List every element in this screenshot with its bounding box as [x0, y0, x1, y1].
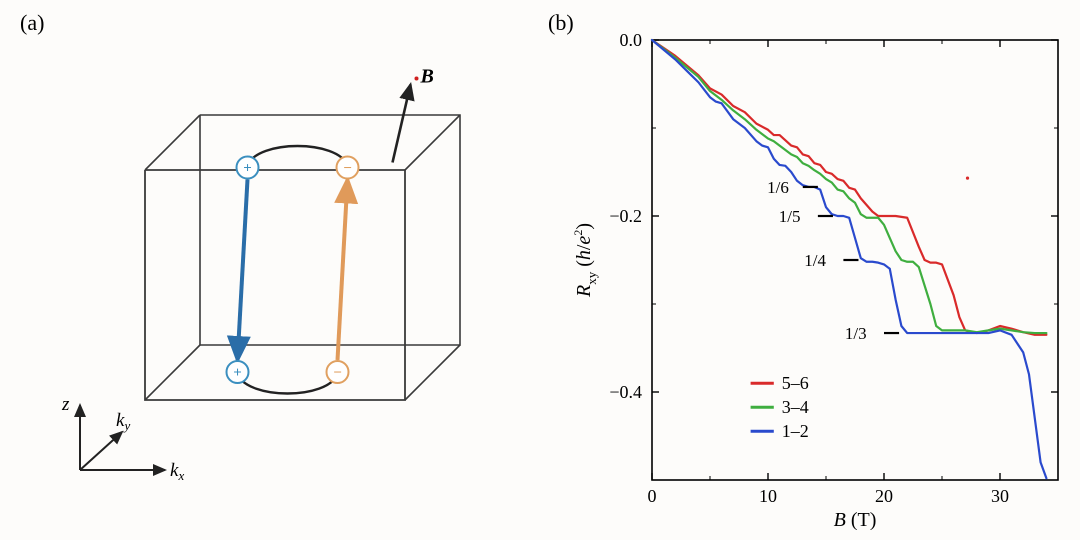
svg-text:30: 30: [991, 486, 1009, 506]
panel-b-chart: 0 10 20 30 0.0 −0.2 −0.4 B (T) Rxy (h/e2) 1/6 1/5 1…: [560, 20, 1070, 530]
svg-text:−0.4: −0.4: [609, 382, 642, 402]
svg-text:−: −: [343, 161, 352, 177]
svg-text:1/5: 1/5: [779, 207, 801, 226]
svg-text:1/6: 1/6: [767, 178, 789, 197]
svg-text:+: +: [243, 161, 252, 177]
svg-text:1/3: 1/3: [845, 324, 867, 343]
svg-text:0: 0: [648, 486, 657, 506]
svg-text:ky: ky: [116, 410, 130, 433]
svg-text:3–4: 3–4: [782, 397, 809, 417]
svg-text:Rxy (h/e2): Rxy (h/e2): [571, 223, 599, 298]
svg-text:B (T): B (T): [834, 509, 877, 530]
svg-text:1–2: 1–2: [782, 421, 809, 441]
svg-text:10: 10: [759, 486, 777, 506]
svg-text:B: B: [420, 66, 434, 88]
svg-text:z: z: [61, 394, 70, 415]
svg-text:0.0: 0.0: [620, 30, 643, 50]
panel-a-figure: + − + − Bz ky kx: [40, 40, 500, 500]
svg-text:5–6: 5–6: [782, 373, 809, 393]
panel-a-label: (a): [20, 10, 44, 36]
svg-text:20: 20: [875, 486, 893, 506]
svg-text:−0.2: −0.2: [609, 206, 642, 226]
svg-text:+: +: [233, 365, 242, 381]
svg-text:−: −: [333, 365, 342, 381]
svg-text:kx: kx: [170, 460, 184, 483]
svg-text:1/4: 1/4: [804, 251, 826, 270]
